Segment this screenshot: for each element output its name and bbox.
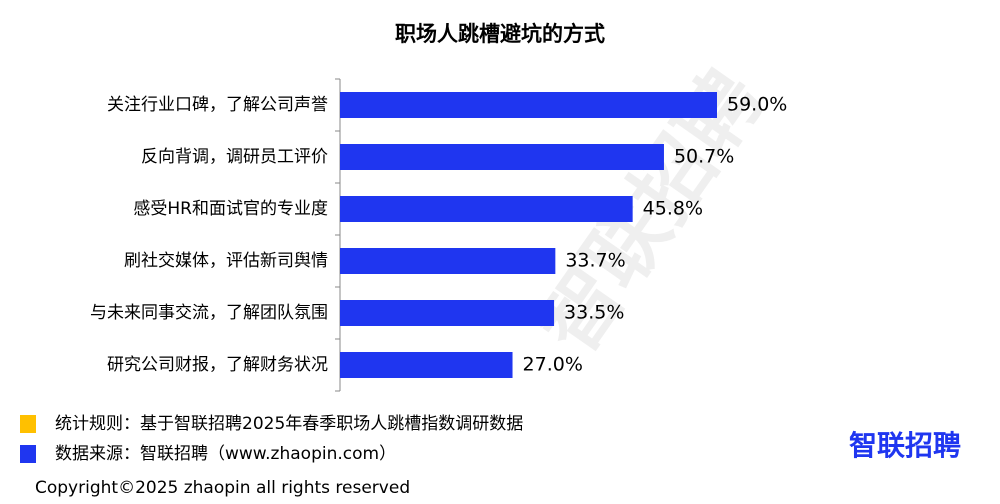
bar	[340, 248, 556, 274]
bar	[340, 352, 513, 378]
note-text: 统计规则：基于智联招聘2025年春季职场人跳槽指数调研数据	[55, 414, 523, 434]
note-marker	[20, 415, 36, 433]
y-tick-label: 刷社交媒体，评估新司舆情	[124, 251, 328, 271]
bar	[340, 300, 555, 326]
bar	[340, 196, 633, 222]
value-label: 45.8%	[643, 198, 703, 220]
value-label: 33.5%	[564, 302, 624, 324]
bar	[340, 144, 664, 170]
value-label: 59.0%	[727, 94, 787, 116]
note-text: 数据来源：智联招聘（www.zhaopin.com）	[55, 444, 396, 464]
y-tick-label: 研究公司财报，了解财务状况	[107, 355, 328, 375]
y-tick-label: 感受HR和面试官的专业度	[133, 199, 328, 219]
bar	[340, 92, 717, 118]
logo: 智联招聘	[849, 429, 961, 462]
value-label: 27.0%	[523, 354, 583, 376]
chart-title: 职场人跳槽避坑的方式	[395, 22, 605, 46]
value-label: 50.7%	[674, 146, 734, 168]
y-tick-label: 关注行业口碑，了解公司声誉	[107, 95, 328, 115]
note-marker	[20, 445, 36, 463]
copyright: Copyright©2025 zhaopin all rights reserv…	[35, 478, 410, 498]
value-label: 33.7%	[565, 250, 625, 272]
y-tick-label: 与未来同事交流，了解团队氛围	[90, 303, 328, 323]
y-tick-label: 反向背调，调研员工评价	[141, 147, 328, 167]
